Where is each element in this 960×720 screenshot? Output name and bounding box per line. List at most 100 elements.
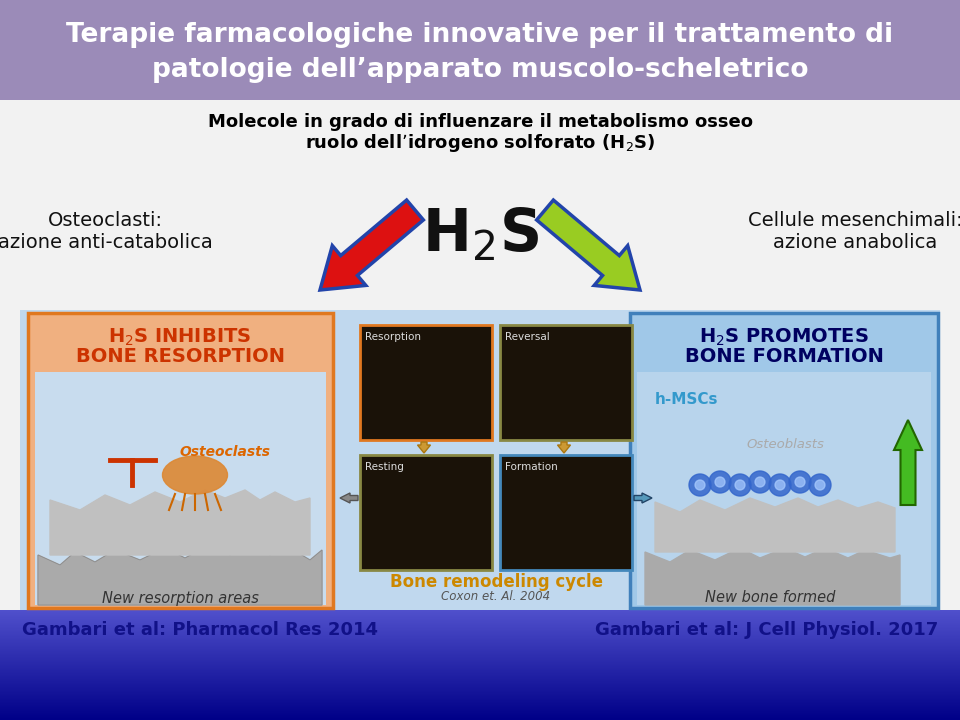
Bar	[0, 659, 960, 660]
Bar	[630, 313, 938, 608]
Bar	[0, 690, 960, 691]
Text: BONE FORMATION: BONE FORMATION	[684, 348, 883, 366]
Bar	[0, 670, 960, 671]
Bar	[0, 614, 960, 616]
Bar	[0, 706, 960, 708]
Bar	[0, 675, 960, 676]
Bar	[0, 695, 960, 696]
Circle shape	[735, 480, 745, 490]
Text: h-MSCs: h-MSCs	[655, 392, 718, 408]
Bar	[0, 660, 960, 662]
Bar	[0, 649, 960, 651]
Bar	[0, 634, 960, 635]
Bar	[0, 688, 960, 690]
Bar	[0, 688, 960, 689]
Bar	[0, 639, 960, 641]
Bar	[0, 628, 960, 629]
Bar	[0, 647, 960, 649]
Bar	[0, 644, 960, 646]
Bar	[0, 621, 960, 622]
Bar	[0, 650, 960, 652]
Bar	[0, 644, 960, 645]
Text: Resorption: Resorption	[365, 332, 421, 342]
Circle shape	[789, 471, 811, 493]
Bar	[0, 662, 960, 663]
Bar	[0, 703, 960, 705]
Bar	[0, 611, 960, 612]
Bar	[0, 683, 960, 685]
FancyArrow shape	[340, 493, 358, 503]
Bar	[0, 698, 960, 699]
Bar	[500, 455, 632, 570]
Text: H$_2$S INHIBITS: H$_2$S INHIBITS	[108, 326, 252, 348]
Bar	[0, 647, 960, 648]
Bar	[0, 714, 960, 716]
Bar	[0, 637, 960, 639]
FancyArrow shape	[894, 420, 922, 505]
Bar	[0, 613, 960, 614]
Bar	[0, 672, 960, 673]
Circle shape	[795, 477, 805, 487]
Bar	[0, 624, 960, 626]
Bar	[0, 706, 960, 707]
Text: patologie dell’apparato muscolo-scheletrico: patologie dell’apparato muscolo-scheletr…	[152, 57, 808, 83]
Bar	[0, 716, 960, 717]
Circle shape	[689, 474, 711, 496]
Bar	[0, 686, 960, 688]
Bar	[0, 673, 960, 675]
Circle shape	[695, 480, 705, 490]
Bar	[0, 685, 960, 686]
Text: Cellule mesenchimali:: Cellule mesenchimali:	[748, 210, 960, 230]
Bar	[0, 718, 960, 719]
Text: Resting: Resting	[365, 462, 404, 472]
Circle shape	[749, 471, 771, 493]
Bar	[20, 310, 940, 610]
Bar	[0, 682, 960, 683]
Bar	[0, 610, 960, 611]
Bar	[0, 711, 960, 713]
Bar	[0, 652, 960, 653]
Text: ruolo dell’idrogeno solforato (H$_2$S): ruolo dell’idrogeno solforato (H$_2$S)	[305, 132, 655, 154]
Bar	[28, 313, 333, 608]
Text: azione anti-catabolica: azione anti-catabolica	[0, 233, 212, 251]
Bar	[0, 665, 960, 667]
Bar	[0, 631, 960, 633]
Text: Osteoclasti:: Osteoclasti:	[47, 210, 162, 230]
Bar	[0, 641, 960, 642]
Bar	[0, 0, 960, 100]
Text: New resorption areas: New resorption areas	[102, 590, 258, 606]
Bar	[0, 626, 960, 627]
Bar	[0, 700, 960, 701]
Circle shape	[729, 474, 751, 496]
Text: BONE RESORPTION: BONE RESORPTION	[76, 348, 284, 366]
Bar	[0, 657, 960, 658]
Bar	[0, 624, 960, 625]
Bar	[0, 613, 960, 615]
Bar	[0, 672, 960, 674]
Circle shape	[809, 474, 831, 496]
Text: Osteoblasts: Osteoblasts	[746, 438, 824, 451]
Circle shape	[769, 474, 791, 496]
Bar	[0, 616, 960, 618]
Text: Molecole in grado di influenzare il metabolismo osseo: Molecole in grado di influenzare il meta…	[207, 113, 753, 131]
Polygon shape	[645, 548, 900, 605]
Bar	[0, 683, 960, 684]
Text: New bone formed: New bone formed	[705, 590, 835, 606]
Bar	[0, 649, 960, 650]
Bar	[0, 646, 960, 647]
Bar	[0, 662, 960, 664]
Bar	[0, 708, 960, 709]
FancyArrow shape	[558, 442, 570, 453]
Bar	[0, 619, 960, 621]
Bar	[0, 623, 960, 624]
Text: Coxon et. Al. 2004: Coxon et. Al. 2004	[442, 590, 551, 603]
Bar	[637, 372, 931, 605]
Bar	[0, 657, 960, 659]
Bar	[0, 670, 960, 672]
Bar	[0, 632, 960, 634]
Bar	[0, 709, 960, 711]
Text: Osteoclasts: Osteoclasts	[180, 445, 271, 459]
Bar	[360, 455, 492, 570]
Bar	[0, 678, 960, 679]
Circle shape	[775, 480, 785, 490]
